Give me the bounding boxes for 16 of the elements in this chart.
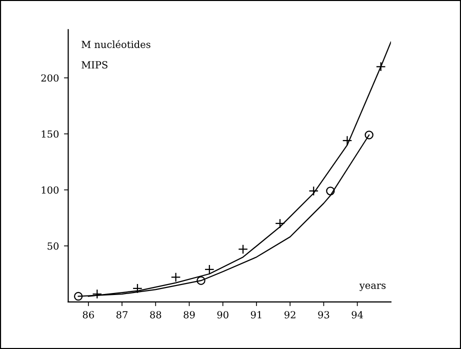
x-tick-label: 89 bbox=[184, 311, 195, 318]
x-tick-label: 94 bbox=[352, 311, 364, 318]
y-tick-label: 100 bbox=[42, 186, 59, 194]
x-axis-title: years bbox=[359, 284, 386, 291]
annotation: MIPS bbox=[82, 61, 108, 68]
y-tick-label: 200 bbox=[41, 74, 59, 82]
x-tick-label: 93 bbox=[318, 311, 330, 318]
x-tick-label: 86 bbox=[82, 311, 94, 318]
x-tick-label: 91 bbox=[250, 311, 262, 318]
x-tick-label: 88 bbox=[150, 311, 162, 318]
y-tick-label: 150 bbox=[42, 130, 59, 138]
x-tick-label: 92 bbox=[284, 311, 296, 318]
annotation: M nucléotides bbox=[82, 40, 150, 48]
x-tick-label: 90 bbox=[217, 311, 228, 318]
x-tick-label: 87 bbox=[116, 311, 128, 318]
y-tick-label: 50 bbox=[48, 242, 59, 250]
